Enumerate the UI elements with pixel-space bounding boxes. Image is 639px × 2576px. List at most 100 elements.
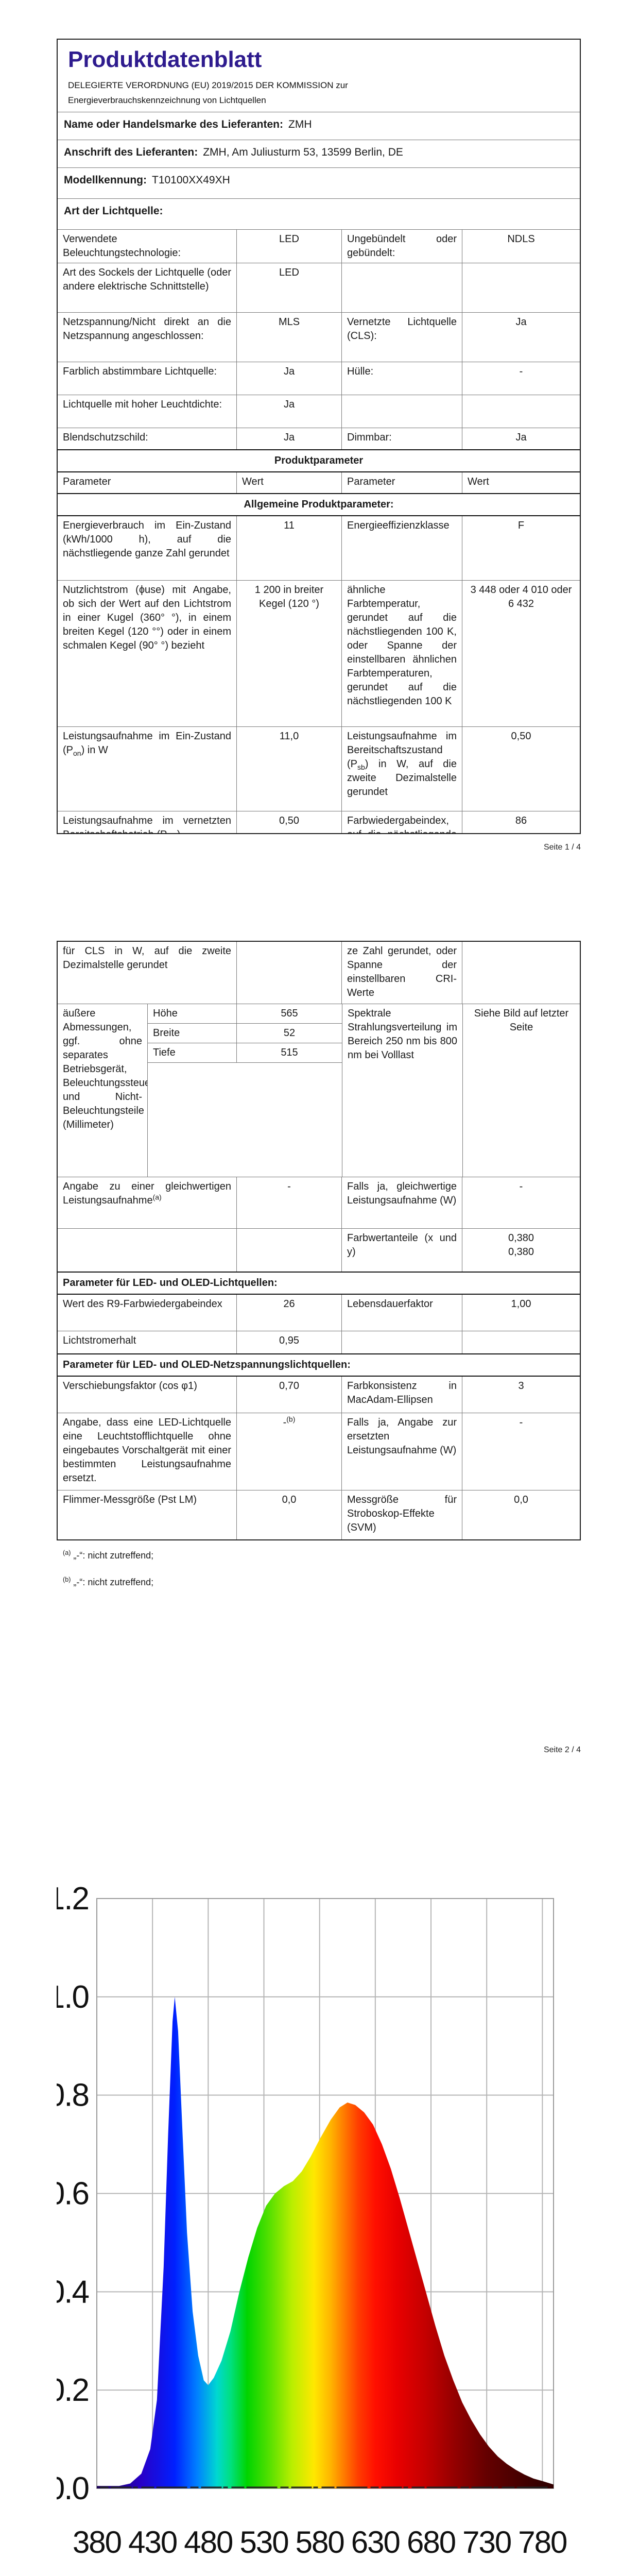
cell-param-right: Energieeffizienzklasse xyxy=(341,516,462,580)
table-row: Leistungsaufnahme im Ein-Zustand (Pon) i… xyxy=(58,726,580,811)
dims-name: Tiefe xyxy=(153,1047,176,1058)
cell-value-left xyxy=(236,1229,341,1272)
info-row-supplier-address: Anschrift des Lieferanten: ZMH, Am Julius… xyxy=(58,140,580,167)
cell-param-right: Messgröße für Stroboskop-Effekte (SVM) xyxy=(341,1490,462,1539)
table-row: Farblich abstimmbare Lichtquelle: Ja Hül… xyxy=(58,362,580,395)
cell-value-left: 11,0 xyxy=(236,727,341,811)
cell-param-right: Farbkonsistenz in MacAdam-Ellipsen xyxy=(341,1377,462,1413)
cell-value-right: 86 xyxy=(462,811,580,833)
cell-param-right: Spektrale Strahlungsverteilung im Bereic… xyxy=(342,1004,462,1177)
cell-value-right xyxy=(462,395,580,428)
table-row: Lichtstromerhalt 0,95 xyxy=(58,1331,580,1353)
dims-label: äußere Abmessungen, ggf. ohne separates … xyxy=(63,1008,147,1130)
svg-text:0.4: 0.4 xyxy=(57,2274,89,2310)
table-row: Flimmer-Messgröße (Pst LM) 0,0 Messgröße… xyxy=(58,1490,580,1539)
svg-text:1.2: 1.2 xyxy=(57,1881,89,1917)
info-label: Anschrift des Lieferanten: xyxy=(64,146,198,158)
cell-value-right: 0,380 0,380 xyxy=(462,1229,580,1272)
svg-text:430: 430 xyxy=(128,2525,177,2560)
cell-value-right xyxy=(462,942,580,1004)
page-footer-1: Seite 1 / 4 xyxy=(543,843,581,852)
cell-param-right: Falls ja, gleichwertige Leistungsaufnahm… xyxy=(341,1177,462,1228)
section-header-netzspannung: Parameter für LED- und OLED-Netzspannung… xyxy=(58,1353,580,1377)
col-header: Parameter xyxy=(341,472,462,493)
cell-param-left: Verwendete Beleuchtungstechnologie: xyxy=(63,233,181,259)
info-row-model-id: Modellkennung: T10100XX49XH xyxy=(58,167,580,198)
dims-value: 52 xyxy=(236,1024,342,1043)
cell-value-right: Siehe Bild auf letzter Seite xyxy=(462,1004,580,1177)
section-header-produktparameter: Produktparameter xyxy=(58,449,580,472)
cell-param-right: Farbwertanteile (x und y) xyxy=(341,1229,462,1272)
col-header: Wert xyxy=(462,472,580,493)
page-1: Produktdatenblatt DELEGIERTE VERORDNUNG … xyxy=(57,39,581,834)
cell-value-left: 0,95 xyxy=(236,1331,341,1353)
svg-text:680: 680 xyxy=(407,2525,456,2560)
info-value: T10100XX49XH xyxy=(152,174,230,186)
cell-param-left: für CLS in W, auf die zweite Dezimalstel… xyxy=(63,945,231,971)
cell-value-right: 0,50 xyxy=(462,727,580,811)
info-row-supplier-name: Name oder Handelsmarke des Lieferanten: Z… xyxy=(58,112,580,140)
svg-text:580: 580 xyxy=(296,2525,344,2560)
cell-param-right: Leistungsaufnahme im Bereitschaftszustan… xyxy=(341,727,462,811)
cell-param-right xyxy=(341,1331,462,1353)
dims-subtable: Höhe 565 Breite 52 Tiefe 515 xyxy=(147,1004,342,1177)
footnotes: (a) „-“: nicht zutreffend; (b) „-“: nich… xyxy=(57,1541,581,1589)
cell-value-left: Ja xyxy=(236,395,341,428)
cell-value-right: Ja xyxy=(462,313,580,362)
col-header: Parameter xyxy=(63,476,111,487)
table-row-dimensions: äußere Abmessungen, ggf. ohne separates … xyxy=(58,1004,580,1177)
table-row: Lichtquelle mit hoher Leuchtdichte: Ja xyxy=(58,395,580,428)
info-label: Name oder Handelsmarke des Lieferanten: xyxy=(64,118,283,130)
footnote-b: (b) „-“: nicht zutreffend; xyxy=(63,1576,154,1587)
cell-value-right: 3 xyxy=(462,1377,580,1413)
cell-param-right: Ungebündelt oder gebündelt: xyxy=(341,230,462,263)
table-row: Angabe zu einer gleichwertigen Leistungs… xyxy=(58,1177,580,1228)
cell-param-left: Nutzlichtstrom (ϕuse) mit Angabe, ob sic… xyxy=(63,584,231,651)
doc-subtitle-line1: DELEGIERTE VERORDNUNG (EU) 2019/2015 DER… xyxy=(68,80,348,90)
cell-value-right: - xyxy=(462,1413,580,1490)
cell-param-right: Vernetzte Lichtquelle (CLS): xyxy=(341,313,462,362)
cell-param-right: Dimmbar: xyxy=(341,428,462,449)
info-row-light-source-type: Art der Lichtquelle: xyxy=(58,198,580,229)
cell-param-left: Lichtstromerhalt xyxy=(63,1335,136,1346)
dims-row-breite: Breite 52 xyxy=(148,1024,342,1043)
cell-param-left: Art des Sockels der Lichtquelle (oder an… xyxy=(63,267,231,292)
info-value: ZMH xyxy=(288,118,312,130)
svg-text:0.6: 0.6 xyxy=(57,2176,89,2212)
cell-value-right: Ja xyxy=(462,428,580,449)
cell-value-left: -(b) xyxy=(236,1413,341,1490)
svg-text:780: 780 xyxy=(518,2525,567,2560)
svg-text:0.8: 0.8 xyxy=(57,2078,89,2113)
cell-param-left: Verschiebungsfaktor (cos φ1) xyxy=(63,1380,197,1392)
cell-value-right: 0,0 xyxy=(462,1490,580,1539)
table-row: Nutzlichtstrom (ϕuse) mit Angabe, ob sic… xyxy=(58,580,580,726)
cell-param-left: Farblich abstimmbare Lichtquelle: xyxy=(63,366,217,377)
cell-value-left: 1 200 in breiter Kegel (120 °) xyxy=(236,581,341,726)
cell-param-left: Leistungsaufnahme im Ein-Zustand (Pon) i… xyxy=(63,731,231,757)
table-row: Angabe, dass eine LED-Lichtquelle eine L… xyxy=(58,1413,580,1490)
cell-param-right: Falls ja, Angabe zur ersetzten Leistungs… xyxy=(341,1413,462,1490)
table-row: Art des Sockels der Lichtquelle (oder an… xyxy=(58,263,580,312)
cell-param-left: Netzspannung/Nicht direkt an die Netzspa… xyxy=(63,316,231,342)
cell-param-left: Leistungsaufnahme im vernetzten Bereitsc… xyxy=(63,815,231,833)
spectral-distribution-chart: 0.0 0.2 0.4 0.6 0.8 1.0 1.2 3804304805305806306… xyxy=(47,1881,568,2560)
cell-value-right xyxy=(462,1331,580,1353)
table-row: Wert des R9-Farbwiedergabeindex 26 Leben… xyxy=(58,1295,580,1331)
page-2: für CLS in W, auf die zweite Dezimalstel… xyxy=(57,941,581,1540)
cell-value-left: 11 xyxy=(236,516,341,580)
dims-row-hoehe: Höhe 565 xyxy=(148,1004,342,1024)
cell-value-left: MLS xyxy=(236,313,341,362)
svg-text:530: 530 xyxy=(239,2525,288,2560)
svg-text:1.0: 1.0 xyxy=(57,1979,89,2015)
info-label: Modellkennung: xyxy=(64,174,147,186)
table-row: Farbwertanteile (x und y) 0,380 0,380 xyxy=(58,1228,580,1272)
cell-param-left: Lichtquelle mit hoher Leuchtdichte: xyxy=(63,399,222,410)
cell-param-left xyxy=(58,1229,236,1272)
cell-value-left: 26 xyxy=(236,1295,341,1331)
page1-header: Produktdatenblatt DELEGIERTE VERORDNUNG … xyxy=(58,40,580,112)
table-row: Blendschutzschild: Ja Dimmbar: Ja xyxy=(58,428,580,449)
info-label: Art der Lichtquelle: xyxy=(64,205,163,217)
dims-name: Breite xyxy=(153,1027,180,1039)
cell-param-left: Wert des R9-Farbwiedergabeindex xyxy=(63,1298,222,1310)
doc-subtitle: DELEGIERTE VERORDNUNG (EU) 2019/2015 DER… xyxy=(68,78,569,108)
